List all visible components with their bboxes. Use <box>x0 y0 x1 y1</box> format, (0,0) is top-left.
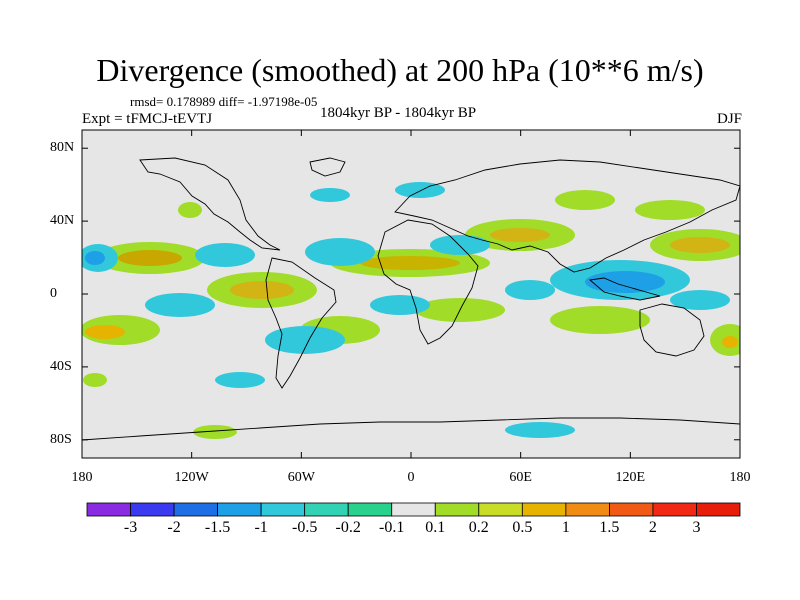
positive-region <box>85 325 125 339</box>
longitude-label: 180 <box>729 470 751 485</box>
negative-region <box>505 422 575 438</box>
positive-region <box>360 256 460 270</box>
coastlines <box>82 157 740 441</box>
negative-region <box>395 182 445 198</box>
negative-region <box>85 251 105 265</box>
eurasia-coast <box>394 159 740 273</box>
colorbar-label: -0.5 <box>291 519 318 536</box>
colorbar-swatch <box>652 502 697 517</box>
colorbar-label: 0.1 <box>425 519 446 536</box>
stats-line: rmsd= 0.178989 diff= -1.97198e-05 <box>130 94 318 109</box>
divergence-field <box>82 157 740 441</box>
colorbar-label: 2 <box>648 519 657 536</box>
colorbar-swatch <box>86 502 131 517</box>
positive-region <box>193 425 237 439</box>
negative-region <box>265 326 345 354</box>
antarctica-coast <box>82 417 740 441</box>
colorbar-label: 0.5 <box>512 519 533 536</box>
latitude-label: 40S <box>50 358 72 374</box>
positive-region <box>555 190 615 210</box>
colorbar-label: 0.2 <box>468 519 489 536</box>
figure-title: Divergence (smoothed) at 200 hPa (10**6 … <box>96 52 704 88</box>
longitude-label: 180 <box>71 470 93 485</box>
africa-coast <box>377 219 479 345</box>
australia-coast <box>639 303 705 357</box>
negative-region <box>145 293 215 317</box>
period-label: 1804kyr BP - 1804kyr BP <box>320 105 477 121</box>
colorbar-swatch <box>565 502 610 517</box>
positive-region <box>230 281 294 299</box>
latitude-label: 80S <box>50 431 72 447</box>
negative-region <box>305 238 375 266</box>
colorbar-label: -1.5 <box>204 519 231 536</box>
north-america-coast <box>139 157 281 251</box>
longitude-label: 120E <box>615 470 646 485</box>
positive-region <box>83 373 107 387</box>
colorbar-swatch <box>173 502 218 517</box>
negative-region <box>505 280 555 300</box>
longitude-label: 60E <box>509 470 532 485</box>
colorbar-swatch <box>391 502 436 517</box>
positive-region <box>118 250 182 266</box>
experiment-label: Expt = tFMCJ-tEVTJ <box>82 111 213 127</box>
colorbar-swatch <box>478 502 523 517</box>
season-label: DJF <box>716 111 742 127</box>
negative-region <box>670 290 730 310</box>
colorbar-swatch <box>347 502 393 517</box>
longitude-ticks <box>81 130 741 458</box>
negative-region <box>195 243 255 267</box>
colorbar-swatch <box>260 502 306 517</box>
longitude-label: 60W <box>287 470 315 485</box>
latitude-ticks <box>82 147 740 441</box>
colorbar-label: 1.5 <box>599 519 620 536</box>
colorbar-swatch <box>521 502 567 517</box>
latitude-label: 80N <box>50 140 75 156</box>
south-america-coast <box>265 257 337 389</box>
greenland-coast <box>309 157 346 177</box>
latitude-label: 0 <box>50 286 57 301</box>
maritime-continent-coast <box>588 277 661 301</box>
negative-region <box>585 271 665 293</box>
positive-region <box>178 202 202 218</box>
colorbar-label: -0.2 <box>335 519 361 536</box>
positive-region <box>550 306 650 334</box>
colorbar-label: 3 <box>692 519 701 536</box>
positive-region <box>670 237 730 253</box>
longitude-label: 120W <box>174 470 209 485</box>
positive-region <box>722 336 738 348</box>
negative-region <box>430 235 490 255</box>
colorbar-label: -2 <box>167 519 181 536</box>
longitude-label: 0 <box>407 470 415 485</box>
positive-region <box>490 228 550 242</box>
negative-region <box>215 372 265 388</box>
colorbar-swatch <box>304 502 349 517</box>
colorbar-label: -3 <box>123 519 138 536</box>
colorbar-label: 1 <box>561 519 570 536</box>
colorbar-swatch <box>609 502 654 517</box>
colorbar <box>86 502 741 517</box>
colorbar-label: -1 <box>254 519 268 536</box>
negative-region <box>370 295 430 315</box>
negative-region <box>310 188 350 202</box>
colorbar-swatch <box>696 502 741 517</box>
positive-region <box>635 200 705 220</box>
colorbar-swatch <box>130 502 175 517</box>
latitude-label: 40N <box>50 213 75 229</box>
colorbar-swatch <box>434 502 480 517</box>
colorbar-swatch <box>217 502 262 517</box>
negative-divergence-regions <box>82 182 730 438</box>
colorbar-label: -0.1 <box>379 519 405 536</box>
positive-divergence-regions <box>82 190 740 439</box>
